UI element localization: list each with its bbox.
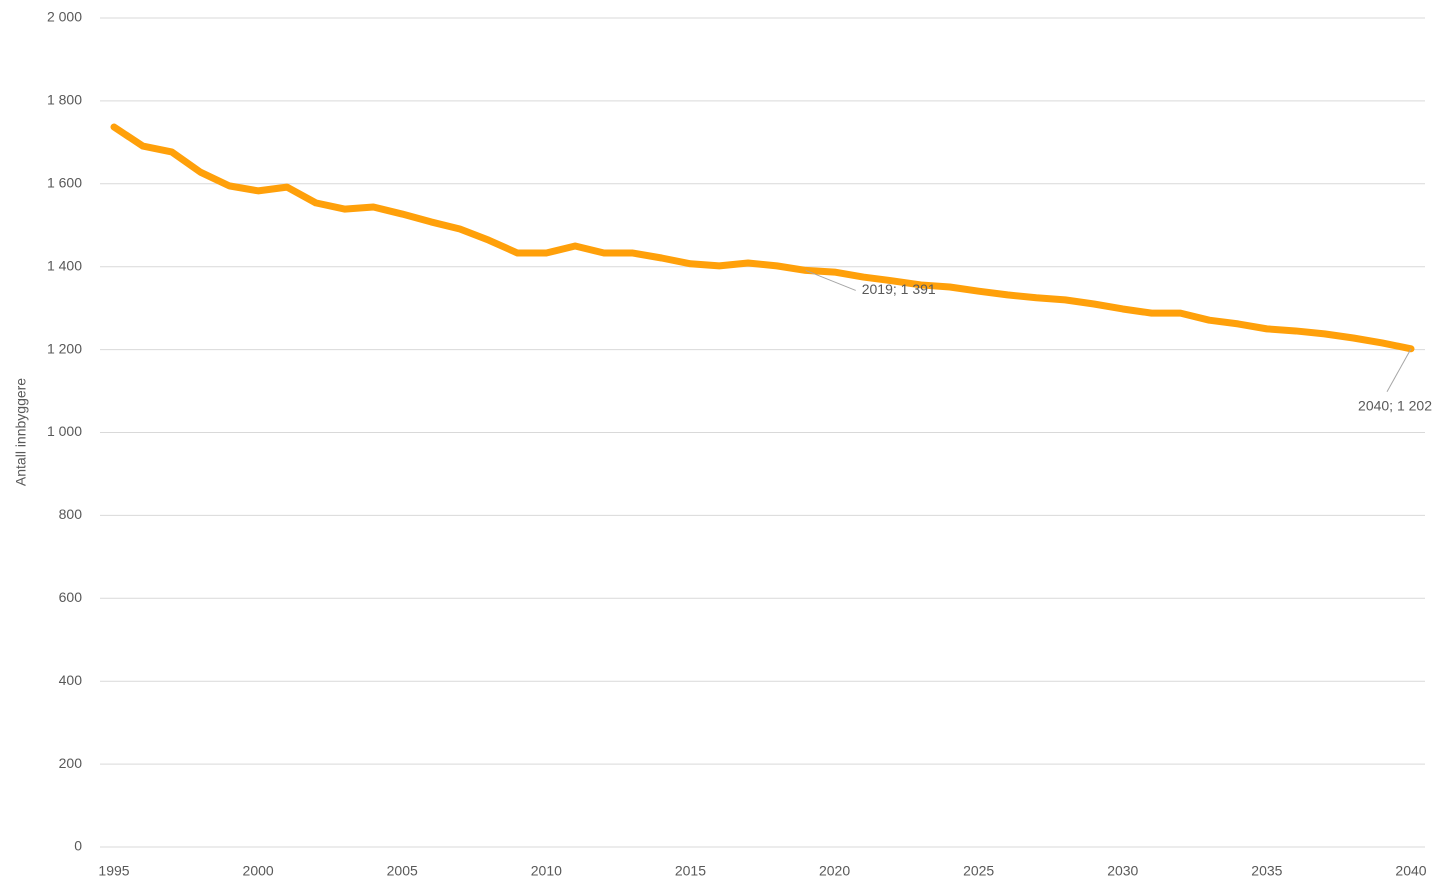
x-tick-label: 1995 [98,863,129,879]
x-tick-label: 2040 [1395,863,1426,879]
x-tick-label: 2015 [675,863,706,879]
y-tick-label: 800 [59,506,83,522]
y-tick-label: 0 [74,838,82,854]
leader-line [805,269,856,291]
x-tick-label: 2005 [387,863,418,879]
line [110,123,1415,353]
x-tick-label: 2030 [1107,863,1138,879]
y-tick-label: 1 000 [47,423,82,439]
data-label: 2040; 1 202 [1358,397,1432,413]
y-tick-label: 400 [59,672,83,688]
y-tick-label: 1 800 [47,92,82,108]
leader-line [1386,348,1412,393]
y-tick-label: 1 200 [47,340,82,356]
y-tick-label: 600 [59,589,83,605]
y-tick-label: 1 400 [47,257,82,273]
x-tick-label: 2035 [1251,863,1282,879]
y-tick-label: 2 000 [47,9,82,25]
x-tick-label: 2025 [963,863,994,879]
x-tick-label: 2000 [243,863,274,879]
y-tick-label: 1 600 [47,175,82,191]
y-axis-label: Antall innbyggere [13,378,29,486]
x-tick-label: 2010 [531,863,562,879]
data-label: 2019; 1 391 [862,281,936,297]
y-tick-label: 200 [59,755,83,771]
x-tick-label: 2020 [819,863,850,879]
